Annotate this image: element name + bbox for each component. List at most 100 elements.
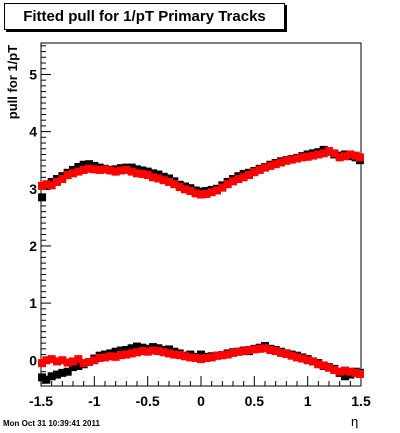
data-point bbox=[101, 353, 109, 362]
data-point bbox=[207, 188, 216, 197]
data-point bbox=[79, 165, 88, 174]
data-point bbox=[122, 345, 131, 354]
data-point bbox=[218, 183, 227, 192]
data-point bbox=[85, 164, 93, 173]
data-point bbox=[47, 372, 56, 381]
data-point bbox=[63, 367, 72, 376]
data-point bbox=[38, 373, 47, 382]
data-point bbox=[159, 176, 168, 185]
data-point bbox=[197, 350, 205, 359]
data-point bbox=[255, 165, 264, 174]
x-tick-label: 0 bbox=[197, 393, 205, 409]
data-point bbox=[197, 355, 205, 364]
data-point bbox=[346, 367, 355, 376]
data-point bbox=[250, 345, 259, 354]
data-point bbox=[58, 175, 67, 184]
axis-tick-labels: -1.5 -1 -0.5 0 0.5 1 1.5 0 1 2 3 4 5 bbox=[29, 66, 371, 409]
data-point bbox=[165, 349, 173, 358]
data-point bbox=[42, 356, 51, 365]
y-tick-label: 1 bbox=[29, 295, 37, 311]
data-point bbox=[202, 353, 211, 362]
data-point bbox=[58, 356, 67, 365]
data-point bbox=[111, 167, 120, 176]
data-point bbox=[133, 169, 141, 178]
data-point bbox=[165, 345, 173, 354]
data-point bbox=[261, 344, 269, 353]
data-point bbox=[250, 168, 259, 177]
x-tick-label: 1 bbox=[304, 393, 312, 409]
data-point bbox=[330, 365, 339, 374]
data-point bbox=[133, 165, 141, 174]
data-point bbox=[223, 180, 232, 189]
data-point bbox=[271, 160, 280, 169]
data-point bbox=[330, 149, 339, 158]
data-point bbox=[122, 165, 131, 174]
data-point bbox=[74, 163, 83, 172]
data-point bbox=[234, 347, 243, 356]
y-tick-label: 2 bbox=[29, 238, 37, 254]
data-point bbox=[181, 352, 189, 361]
data-point bbox=[355, 153, 364, 162]
x-tick-label: -0.5 bbox=[136, 393, 160, 409]
data-point bbox=[38, 193, 47, 202]
data-point bbox=[325, 363, 333, 372]
data-point bbox=[74, 361, 83, 370]
y-tick-label: 5 bbox=[29, 66, 37, 82]
plot-frame bbox=[40, 42, 362, 387]
data-point bbox=[293, 353, 301, 362]
data-point bbox=[213, 186, 221, 195]
data-point bbox=[325, 147, 333, 156]
data-point bbox=[133, 348, 141, 357]
data-point bbox=[58, 368, 67, 377]
data-point bbox=[69, 357, 77, 366]
timestamp: Mon Oct 31 10:39:41 2011 bbox=[3, 419, 100, 428]
data-point bbox=[53, 370, 61, 379]
data-point bbox=[38, 359, 47, 368]
data-point bbox=[95, 353, 104, 362]
data-point bbox=[138, 347, 147, 356]
data-point bbox=[143, 347, 152, 356]
data-point bbox=[282, 156, 291, 165]
data-point bbox=[341, 366, 349, 375]
data-point bbox=[298, 153, 307, 162]
data-point bbox=[229, 348, 237, 357]
data-point bbox=[133, 342, 141, 351]
chart-title: Fitted pull for 1/pT Primary Tracks bbox=[4, 3, 285, 30]
data-point bbox=[186, 353, 195, 362]
data-point bbox=[277, 348, 285, 357]
data-point bbox=[69, 363, 77, 372]
y-tick-label: 0 bbox=[29, 352, 37, 368]
data-point bbox=[355, 369, 364, 378]
y-tick-label: 3 bbox=[29, 181, 37, 197]
x-axis-label: η bbox=[351, 414, 359, 429]
data-point bbox=[255, 344, 264, 353]
data-point bbox=[175, 351, 184, 360]
data-point bbox=[223, 350, 232, 359]
data-point bbox=[271, 347, 280, 356]
data-point bbox=[154, 347, 163, 356]
data-point bbox=[277, 158, 285, 167]
data-point bbox=[53, 177, 61, 186]
data-point bbox=[213, 351, 221, 360]
data-point bbox=[47, 181, 56, 190]
data-point bbox=[127, 163, 136, 172]
data-point bbox=[127, 349, 136, 358]
data-point bbox=[85, 357, 93, 366]
data-point bbox=[341, 372, 349, 381]
data-point bbox=[197, 190, 205, 199]
data-point bbox=[117, 351, 125, 360]
data-point bbox=[74, 167, 83, 176]
data-point bbox=[149, 169, 157, 178]
data-point bbox=[117, 166, 125, 175]
data-point bbox=[303, 152, 312, 161]
data-point bbox=[106, 166, 115, 175]
data-point bbox=[79, 359, 88, 368]
data-point bbox=[239, 173, 248, 182]
data-point bbox=[319, 149, 328, 158]
data-point bbox=[175, 183, 184, 192]
data-point bbox=[138, 169, 147, 178]
data-point bbox=[298, 354, 307, 363]
data-point bbox=[351, 151, 360, 160]
data-point bbox=[38, 181, 47, 190]
